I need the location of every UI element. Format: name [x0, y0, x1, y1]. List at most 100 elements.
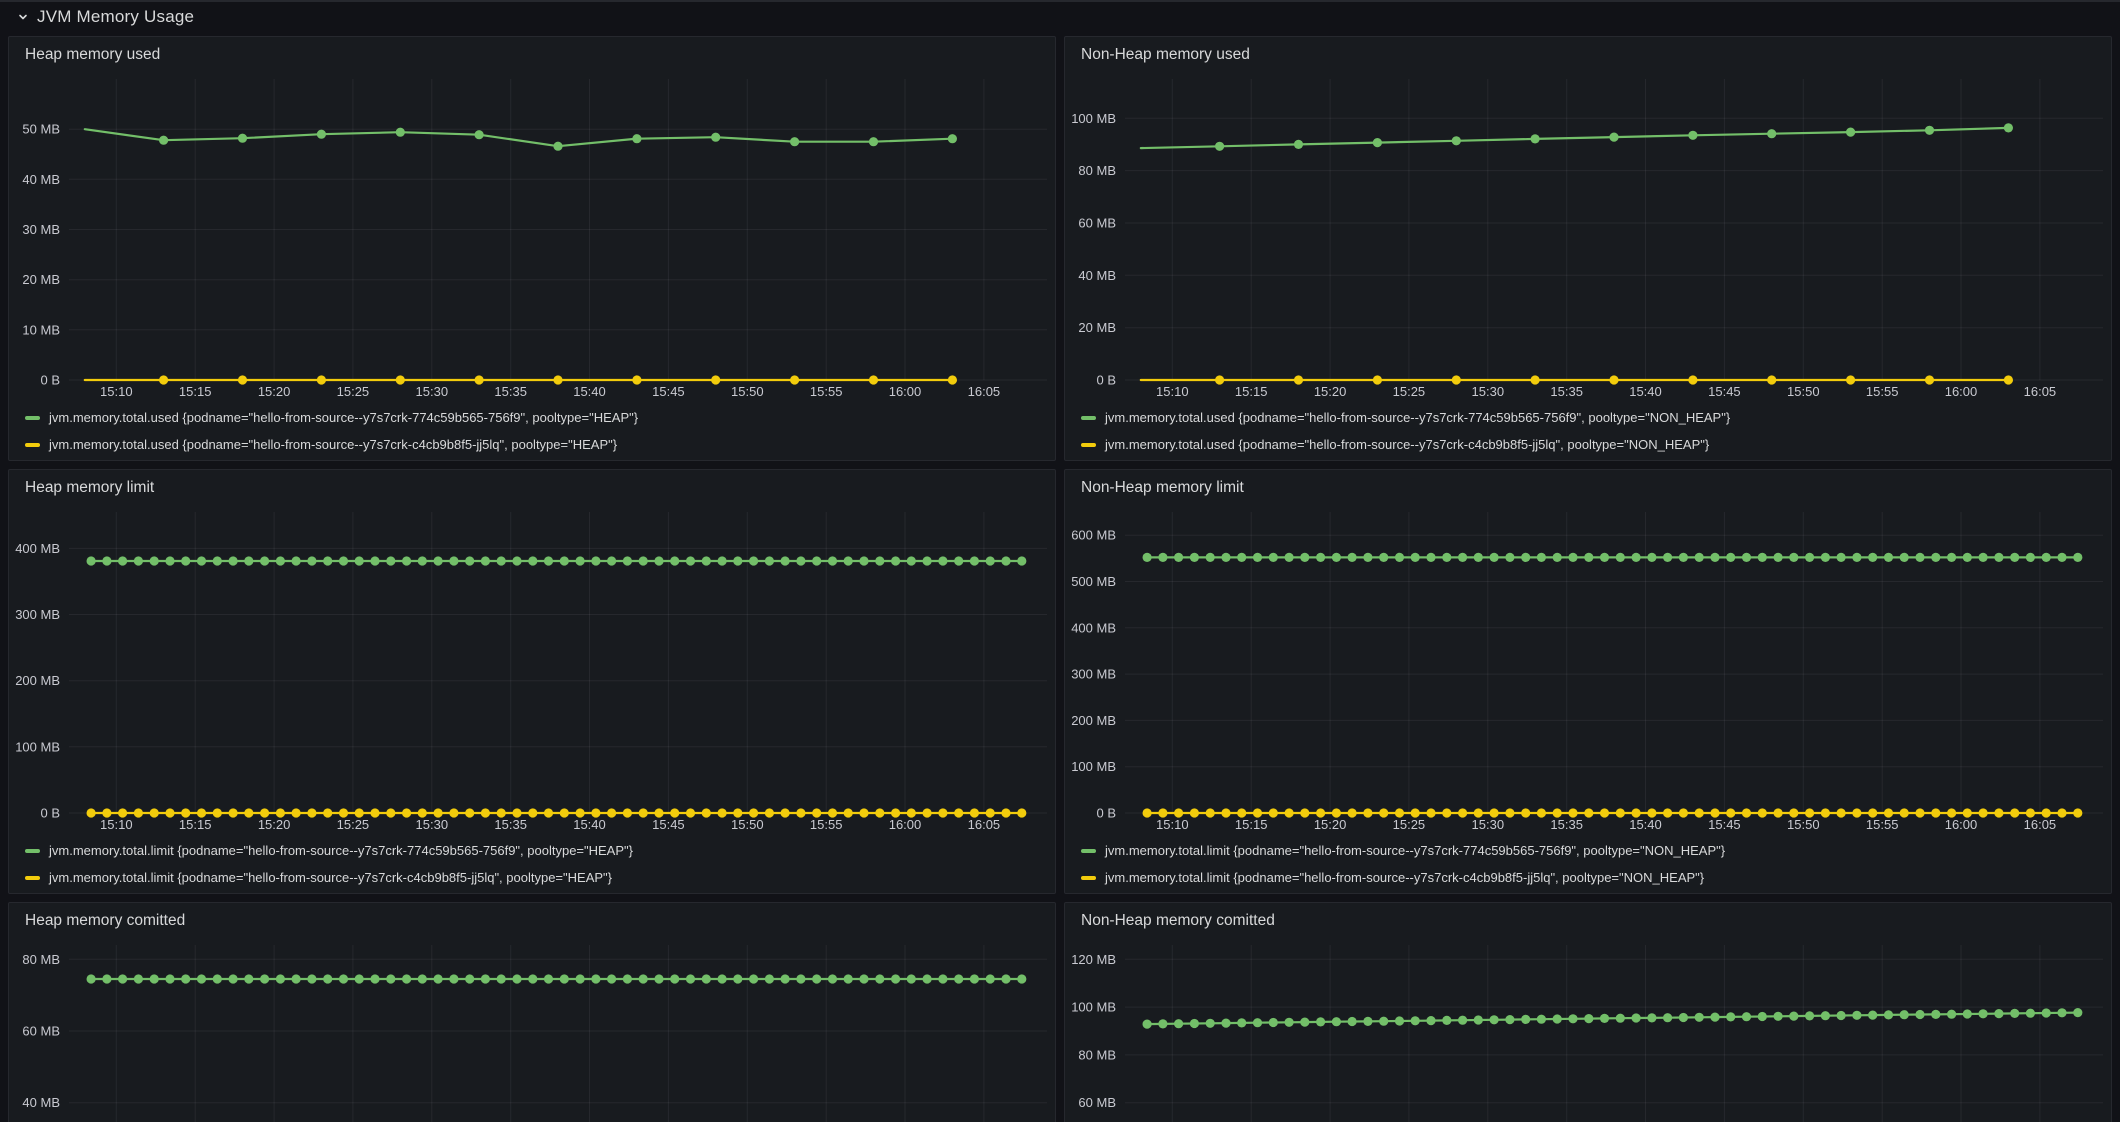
svg-text:10 MB: 10 MB [22, 322, 60, 337]
svg-text:16:05: 16:05 [968, 817, 1001, 832]
svg-text:15:50: 15:50 [1787, 817, 1820, 832]
svg-text:40 MB: 40 MB [22, 172, 60, 187]
svg-text:20 MB: 20 MB [22, 272, 60, 287]
svg-text:400 MB: 400 MB [1071, 620, 1116, 635]
chevron-down-icon [16, 10, 30, 24]
non-heap-memory-used-chart[interactable]: 15:10 15:15 15:20 15:25 15:30 15:35 15:40 15:45… [1065, 71, 2111, 402]
row-header-jvm-memory-usage[interactable]: JVM Memory Usage [8, 2, 2112, 32]
svg-text:15:55: 15:55 [1866, 817, 1899, 832]
heap-memory-limit-chart[interactable]: 15:10 15:15 15:20 15:25 15:30 15:35 15:40 15:45… [9, 504, 1055, 835]
svg-text:15:30: 15:30 [416, 384, 449, 399]
series-swatch-green [1081, 848, 1096, 853]
svg-text:16:00: 16:00 [889, 384, 922, 399]
legend-item[interactable]: jvm.memory.total.limit {podname="hello-f… [1081, 837, 2111, 864]
svg-text:16:05: 16:05 [2024, 384, 2057, 399]
svg-text:16:00: 16:00 [889, 817, 922, 832]
series-swatch-green [1081, 415, 1096, 420]
svg-text:600 MB: 600 MB [1071, 528, 1116, 543]
svg-text:500 MB: 500 MB [1071, 574, 1116, 589]
svg-text:15:45: 15:45 [1708, 384, 1741, 399]
legend-label: jvm.memory.total.used {podname="hello-fr… [1105, 437, 1710, 452]
panel-title[interactable]: Non-Heap memory limit [1081, 479, 1244, 496]
svg-text:15:30: 15:30 [1472, 817, 1505, 832]
svg-text:15:50: 15:50 [731, 817, 764, 832]
panel-title[interactable]: Non-Heap memory comitted [1081, 912, 1275, 929]
legend-item[interactable]: jvm.memory.total.used {podname="hello-fr… [25, 431, 1055, 458]
svg-text:300 MB: 300 MB [1071, 667, 1116, 682]
legend-label: jvm.memory.total.limit {podname="hello-f… [1105, 843, 1726, 858]
svg-text:80 MB: 80 MB [22, 952, 60, 967]
svg-text:20 MB: 20 MB [1078, 320, 1116, 335]
svg-text:15:35: 15:35 [494, 817, 527, 832]
svg-text:16:00: 16:00 [1945, 817, 1978, 832]
svg-text:0 B: 0 B [1096, 806, 1116, 821]
panel-non-heap-memory-comitted: Non-Heap memory comitted 15:1015:1515:20… [1064, 902, 2112, 1122]
svg-text:15:25: 15:25 [1393, 384, 1426, 399]
legend-label: jvm.memory.total.used {podname="hello-fr… [49, 410, 639, 425]
svg-text:15:25: 15:25 [1393, 817, 1426, 832]
svg-text:200 MB: 200 MB [15, 673, 60, 688]
svg-text:15:20: 15:20 [1314, 384, 1347, 399]
svg-text:15:10: 15:10 [1156, 817, 1189, 832]
svg-text:15:40: 15:40 [573, 817, 606, 832]
row-title: JVM Memory Usage [37, 7, 195, 26]
svg-text:0 B: 0 B [40, 373, 60, 388]
svg-text:16:05: 16:05 [968, 384, 1001, 399]
svg-text:15:40: 15:40 [1629, 384, 1662, 399]
svg-text:0 B: 0 B [40, 806, 60, 821]
svg-text:100 MB: 100 MB [1071, 111, 1116, 126]
non-heap-memory-limit-chart[interactable]: 15:10 15:15 15:20 15:25 15:30 15:35 15:40 15:45… [1065, 504, 2111, 835]
svg-text:15:45: 15:45 [652, 817, 685, 832]
legend-item[interactable]: jvm.memory.total.used {podname="hello-fr… [1081, 404, 2111, 431]
panel-non-heap-memory-limit: Non-Heap memory limit 15:10 15:15 15:20 15:… [1064, 469, 2112, 894]
svg-text:15:20: 15:20 [258, 817, 291, 832]
legend: jvm.memory.total.used {podname="hello-fr… [9, 402, 1055, 458]
heap-memory-comitted-chart[interactable]: 15:1015:1515:2015:2515:3015:3515:4015:45… [9, 937, 1055, 1122]
legend-label: jvm.memory.total.used {podname="hello-fr… [49, 437, 618, 452]
svg-text:30 MB: 30 MB [22, 222, 60, 237]
svg-text:80 MB: 80 MB [1078, 163, 1116, 178]
legend-item[interactable]: jvm.memory.total.limit {podname="hello-f… [25, 864, 1055, 891]
legend: jvm.memory.total.limit {podname="hello-f… [9, 835, 1055, 891]
legend-item[interactable]: jvm.memory.total.used {podname="hello-fr… [25, 404, 1055, 431]
legend-label: jvm.memory.total.used {podname="hello-fr… [1105, 410, 1731, 425]
series-swatch-green [25, 848, 40, 853]
non-heap-memory-comitted-chart[interactable]: 15:1015:1515:2015:2515:3015:3515:4015:45… [1065, 937, 2111, 1122]
svg-text:15:15: 15:15 [1235, 817, 1268, 832]
svg-text:300 MB: 300 MB [15, 607, 60, 622]
panel-title[interactable]: Heap memory used [25, 46, 161, 63]
panel-non-heap-memory-used: Non-Heap memory used 15:10 15:15 15:20 15:2… [1064, 36, 2112, 461]
svg-text:15:10: 15:10 [100, 384, 133, 399]
svg-text:60 MB: 60 MB [22, 1024, 60, 1039]
svg-text:15:45: 15:45 [652, 384, 685, 399]
series-swatch-yellow [25, 442, 40, 447]
legend-label: jvm.memory.total.limit {podname="hello-f… [49, 870, 612, 885]
panel-heap-memory-limit: Heap memory limit 15:10 15:15 15:20 15:25 15… [8, 469, 1056, 894]
svg-text:40 MB: 40 MB [1078, 268, 1116, 283]
legend-label: jvm.memory.total.limit {podname="hello-f… [49, 843, 633, 858]
svg-text:100 MB: 100 MB [1071, 759, 1116, 774]
panel-title[interactable]: Heap memory comitted [25, 912, 186, 929]
series-swatch-yellow [1081, 875, 1096, 880]
panel-heap-memory-used: Heap memory used 15:10 15:15 15:20 15:25 15:… [8, 36, 1056, 461]
svg-text:15:50: 15:50 [731, 384, 764, 399]
svg-text:15:55: 15:55 [810, 817, 843, 832]
heap-memory-used-chart[interactable]: 15:10 15:15 15:20 15:25 15:30 15:35 15:40 15:45… [9, 71, 1055, 402]
legend-label: jvm.memory.total.limit {podname="hello-f… [1105, 870, 1705, 885]
svg-text:80 MB: 80 MB [1078, 1047, 1116, 1062]
svg-text:15:25: 15:25 [337, 817, 370, 832]
svg-text:15:20: 15:20 [1314, 817, 1347, 832]
panel-title[interactable]: Heap memory limit [25, 479, 155, 496]
legend-item[interactable]: jvm.memory.total.limit {podname="hello-f… [25, 837, 1055, 864]
svg-text:15:55: 15:55 [1866, 384, 1899, 399]
svg-text:15:35: 15:35 [494, 384, 527, 399]
svg-text:15:50: 15:50 [1787, 384, 1820, 399]
svg-text:15:35: 15:35 [1550, 817, 1583, 832]
panel-title[interactable]: Non-Heap memory used [1081, 46, 1250, 63]
legend-item[interactable]: jvm.memory.total.limit {podname="hello-f… [1081, 864, 2111, 891]
svg-text:40 MB: 40 MB [22, 1095, 60, 1110]
legend-item[interactable]: jvm.memory.total.used {podname="hello-fr… [1081, 431, 2111, 458]
svg-text:60 MB: 60 MB [1078, 1095, 1116, 1110]
svg-text:200 MB: 200 MB [1071, 713, 1116, 728]
